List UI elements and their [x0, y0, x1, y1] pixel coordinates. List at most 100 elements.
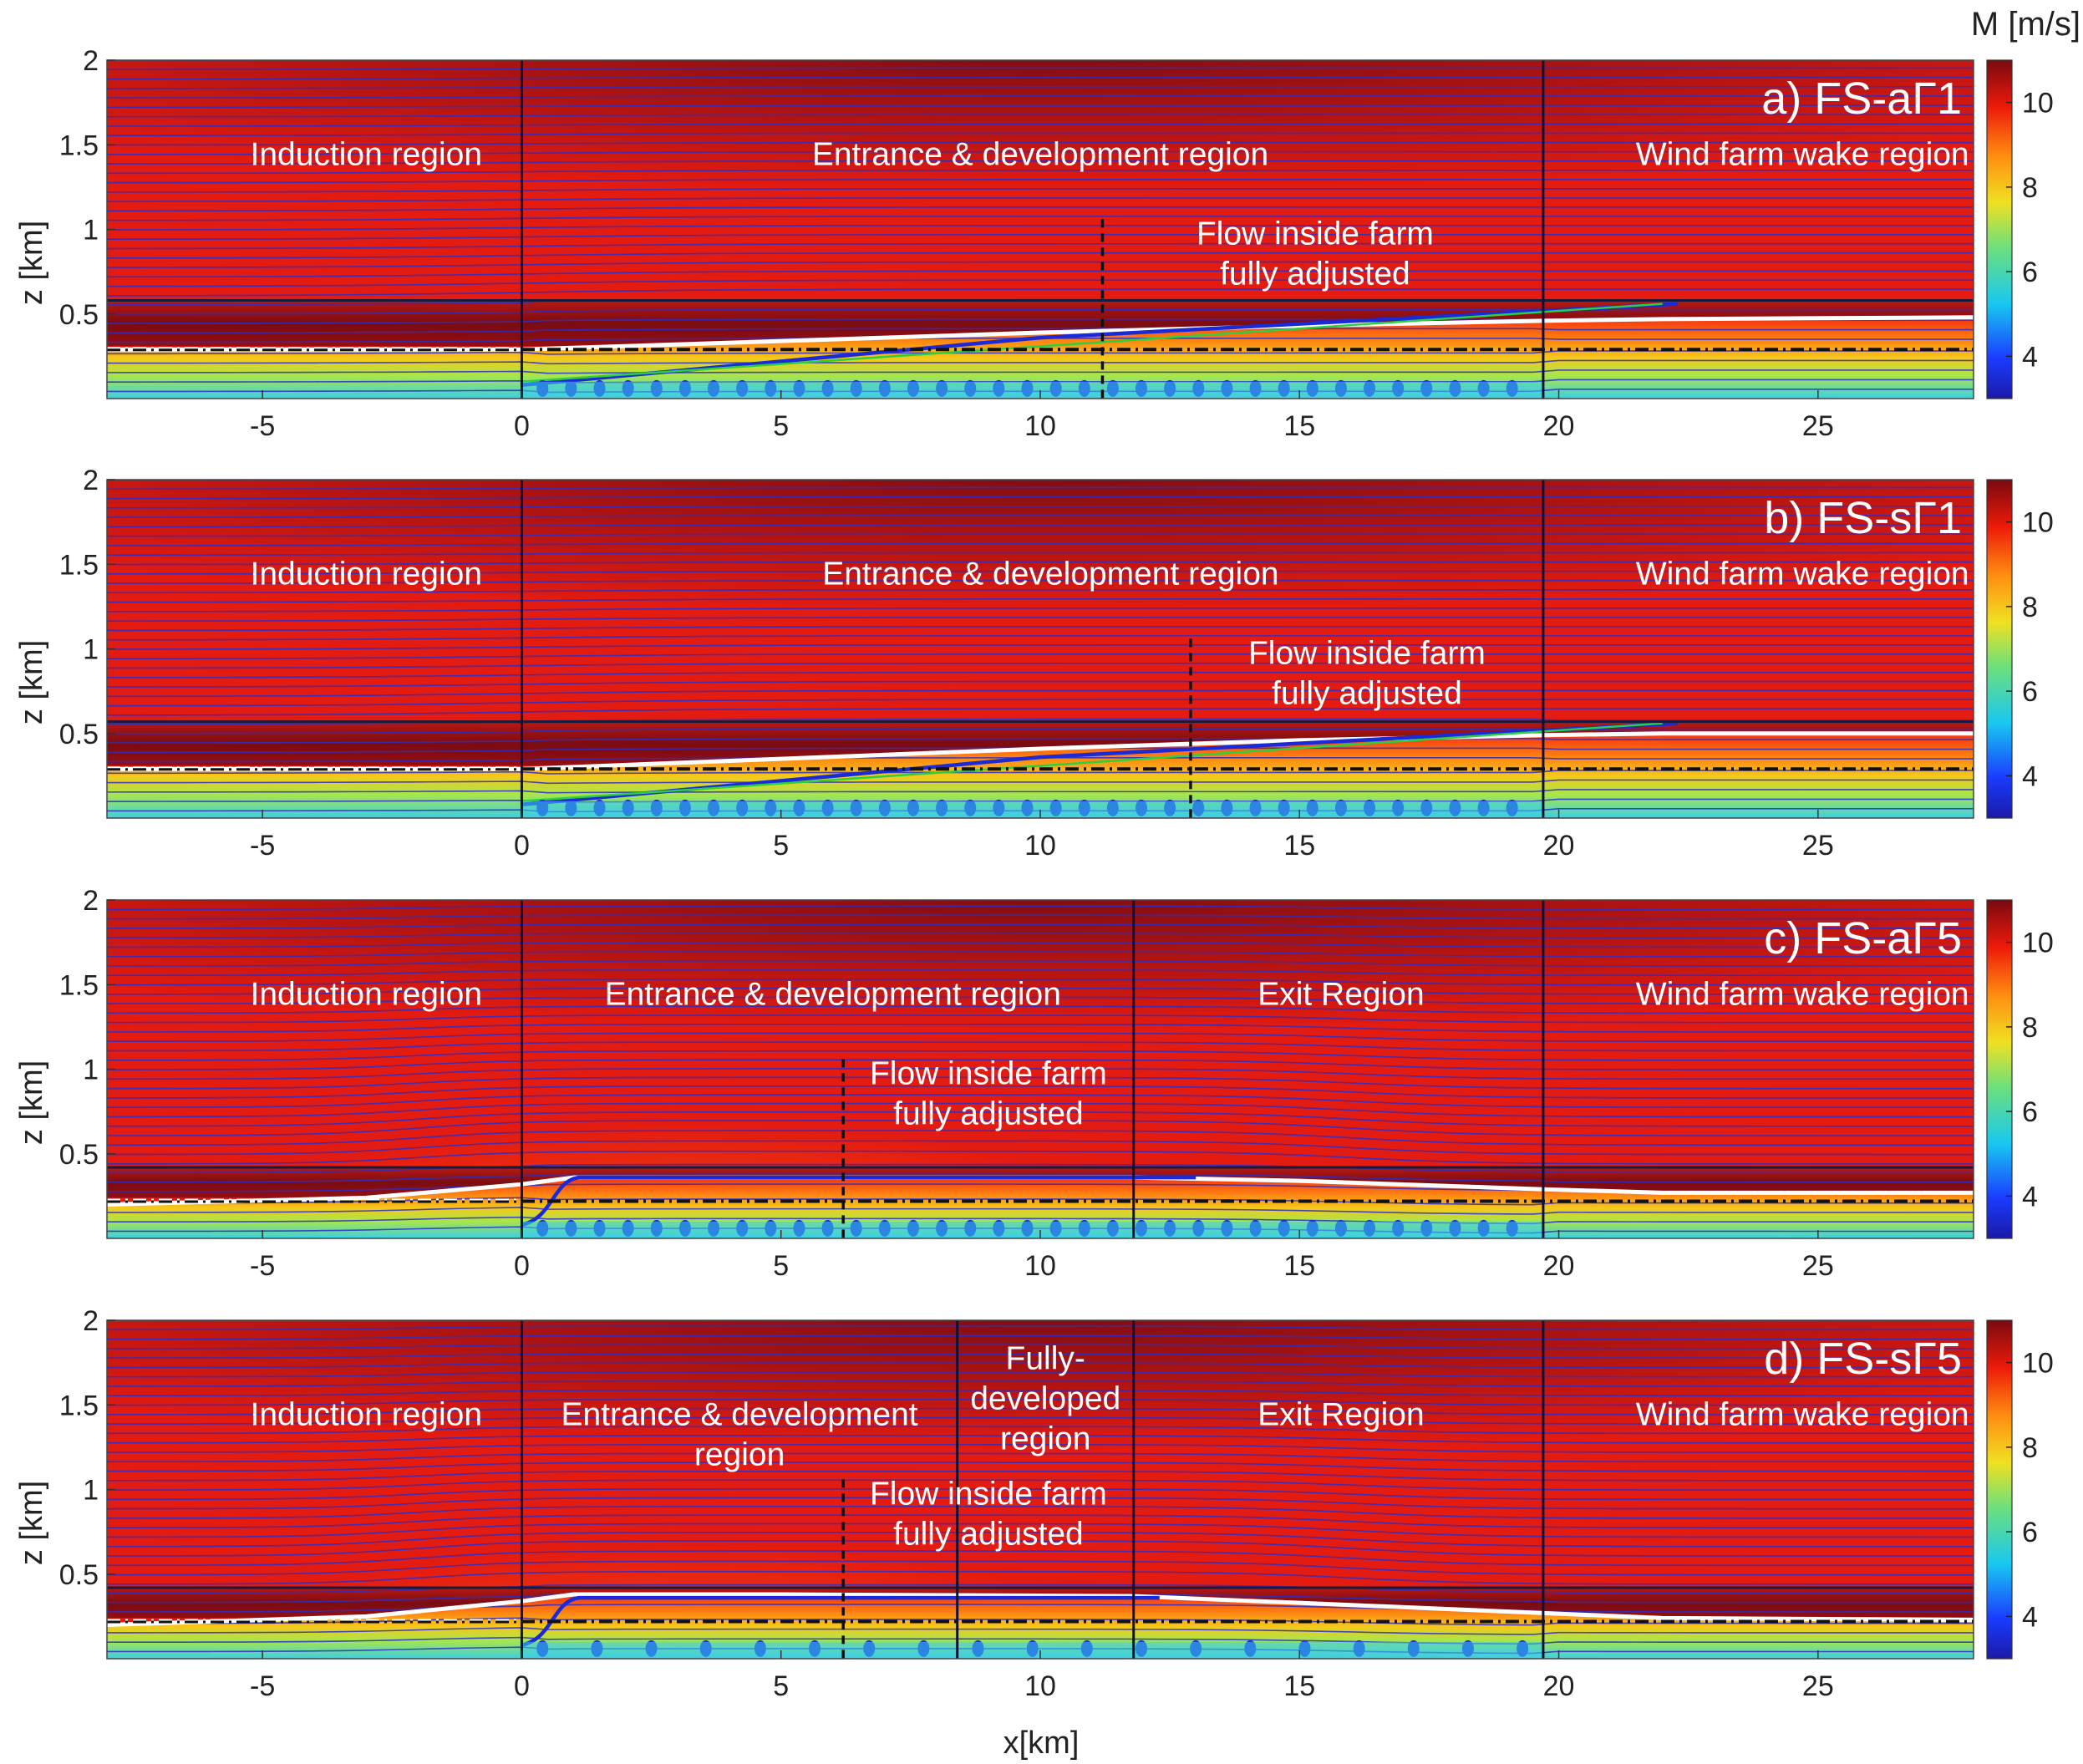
streamline: [107, 515, 1974, 518]
streamline: [107, 671, 1974, 679]
streamline: [107, 1570, 1974, 1585]
streamline: [107, 242, 1974, 250]
streamline: [107, 617, 1974, 622]
streamline: [107, 728, 1974, 735]
streamline: [107, 206, 1974, 212]
streamline: [107, 1407, 1974, 1416]
x-tick-label: 15: [1283, 830, 1315, 862]
streamline: [107, 1076, 1974, 1090]
green-growth-line: [521, 722, 1663, 802]
x-tick-label: 5: [773, 1670, 789, 1702]
x-tick-label: 25: [1802, 410, 1834, 442]
region-label: Exit Region: [1257, 1396, 1424, 1432]
x-tick-label: 10: [1024, 830, 1056, 862]
y-axis-label: z [km]: [14, 221, 49, 305]
region-label: Induction region: [251, 556, 483, 592]
region-label: Induction region: [251, 136, 483, 172]
streamline: [107, 1416, 1974, 1425]
streamline: [107, 225, 1974, 231]
colorbar-tick-label: 10: [2022, 507, 2054, 539]
streamline: [107, 216, 1974, 221]
y-tick-label: 1: [83, 634, 99, 666]
streamline: [107, 95, 1974, 99]
streamline: [107, 132, 1974, 137]
colorbar-tick-label: 10: [2022, 1348, 2054, 1380]
x-tick-label: 0: [514, 410, 530, 442]
streamline: [107, 1059, 1974, 1070]
colorbar: [1986, 59, 2013, 399]
farm-layer: [521, 1221, 1543, 1238]
panel-title: d) FS-sΓ5: [1764, 1334, 1962, 1384]
internal-boundary-layer: [521, 1595, 1160, 1647]
y-tick-label: 0.5: [59, 719, 99, 750]
streamline: [107, 1362, 1974, 1369]
x-tick-label: 10: [1024, 410, 1056, 442]
streamline: [107, 188, 1974, 193]
x-tick-label: -5: [250, 830, 275, 862]
y-tick-label: 0.5: [59, 299, 99, 331]
streamline: [107, 1514, 1974, 1529]
streamline: [107, 114, 1974, 118]
streamline: [107, 942, 1974, 948]
colorbar: [1986, 1319, 2013, 1660]
x-tick-label: -5: [250, 1670, 275, 1702]
colorbar-tick-label: 8: [2022, 1012, 2038, 1044]
streamline: [107, 1435, 1974, 1444]
streamline: [107, 369, 1974, 374]
region-label: Wind farm wake region: [1636, 136, 1969, 172]
streamline: [107, 233, 1974, 241]
streamline: [107, 689, 1974, 698]
streamline: [107, 1050, 1974, 1061]
abl-height-line: [107, 731, 1974, 771]
streamline: [107, 1426, 1974, 1435]
streamline: [107, 708, 1974, 716]
y-axis-label: z [km]: [14, 1481, 49, 1565]
streamline: [107, 252, 1974, 259]
streamline: [107, 987, 1974, 995]
streamline: [107, 85, 1974, 89]
region-label: Exit Region: [1257, 976, 1424, 1012]
streamline: [107, 1540, 1974, 1557]
streamline: [107, 914, 1974, 920]
streamline: [107, 1140, 1974, 1156]
annotation-label: fully adjusted: [1272, 676, 1462, 712]
x-tick-label: 20: [1543, 830, 1575, 862]
streamline: [107, 1604, 1974, 1613]
annotation-label: fully adjusted: [893, 1517, 1084, 1553]
colorbar-tick-label: 6: [2022, 676, 2038, 708]
annotation-label: Flow inside farm: [1196, 216, 1434, 252]
colorbar-tick-label: 4: [2022, 341, 2038, 373]
streamline: [107, 570, 1974, 575]
y-tick-label: 2: [83, 45, 99, 77]
x-tick-label: 25: [1802, 1250, 1834, 1282]
y-tick-label: 1.5: [59, 969, 99, 1001]
streamline: [107, 533, 1974, 537]
annotation-label: Flow inside farm: [870, 1056, 1107, 1092]
streamline: [107, 1462, 1974, 1472]
streamline: [107, 644, 1974, 650]
streamline: [107, 718, 1974, 725]
y-axis-label: z [km]: [14, 640, 49, 724]
colorbar-tick-label: 8: [2022, 172, 2038, 204]
streamline: [107, 179, 1974, 184]
streamline: [107, 779, 1974, 785]
annotation-label: fully adjusted: [893, 1096, 1084, 1132]
colorbar-tick-label: 8: [2022, 1432, 2038, 1464]
streamline: [107, 141, 1974, 146]
x-tick-label: 20: [1543, 1670, 1575, 1702]
annotation-label: Flow inside farm: [870, 1477, 1107, 1512]
streamline: [107, 1505, 1974, 1519]
field: [107, 60, 1974, 399]
streamline: [107, 738, 1974, 744]
y-tick-label: 2: [83, 1305, 99, 1337]
x-tick-label: 15: [1283, 410, 1315, 442]
x-tick-label: 10: [1024, 1670, 1056, 1702]
y-tick-label: 0.5: [59, 1559, 99, 1591]
x-tick-label: 20: [1543, 410, 1575, 442]
y-tick-label: 2: [83, 465, 99, 496]
streamline: [107, 1627, 1974, 1635]
streamline: [107, 1207, 1974, 1215]
streamline: [107, 1005, 1974, 1014]
streamline: [107, 1068, 1974, 1080]
